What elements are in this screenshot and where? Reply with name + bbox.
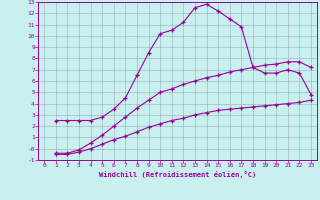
X-axis label: Windchill (Refroidissement éolien,°C): Windchill (Refroidissement éolien,°C) bbox=[99, 171, 256, 178]
